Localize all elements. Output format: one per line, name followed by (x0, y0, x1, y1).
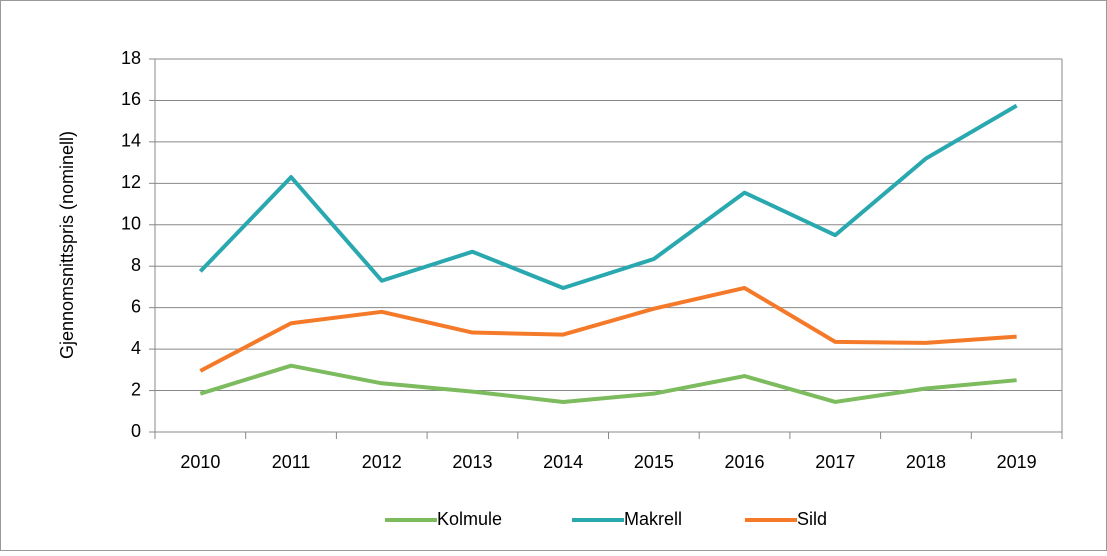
x-tick-label: 2013 (452, 452, 492, 472)
y-tick-label: 6 (131, 296, 141, 316)
x-tick-label: 2010 (180, 452, 220, 472)
x-tick-label: 2012 (362, 452, 402, 472)
series-line (198, 103, 1018, 290)
y-tick-label: 16 (121, 89, 141, 109)
x-tick-label: 2017 (815, 452, 855, 472)
y-tick-label: 8 (131, 255, 141, 275)
x-tick-label: 2019 (997, 452, 1037, 472)
y-tick-label: 12 (121, 172, 141, 192)
series-line (199, 285, 1017, 373)
y-tick-label: 14 (121, 131, 141, 151)
x-tick-label: 2011 (272, 452, 311, 472)
y-tick-label: 18 (121, 48, 141, 68)
y-axis-label: Gjennomsnittspris (nominell) (57, 131, 77, 359)
x-tick-label: 2016 (725, 452, 765, 472)
y-tick-label: 10 (121, 214, 141, 234)
x-tick-label: 2018 (906, 452, 946, 472)
legend-label: Sild (797, 509, 827, 529)
y-tick-label: 4 (131, 338, 141, 358)
series-line (199, 363, 1017, 404)
x-tick-label: 2014 (543, 452, 583, 472)
x-tick-label: 2015 (634, 452, 674, 472)
y-tick-label: 0 (131, 421, 141, 441)
legend-label: Kolmule (437, 509, 502, 529)
legend-label: Makrell (624, 509, 682, 529)
y-tick-label: 2 (131, 379, 141, 399)
